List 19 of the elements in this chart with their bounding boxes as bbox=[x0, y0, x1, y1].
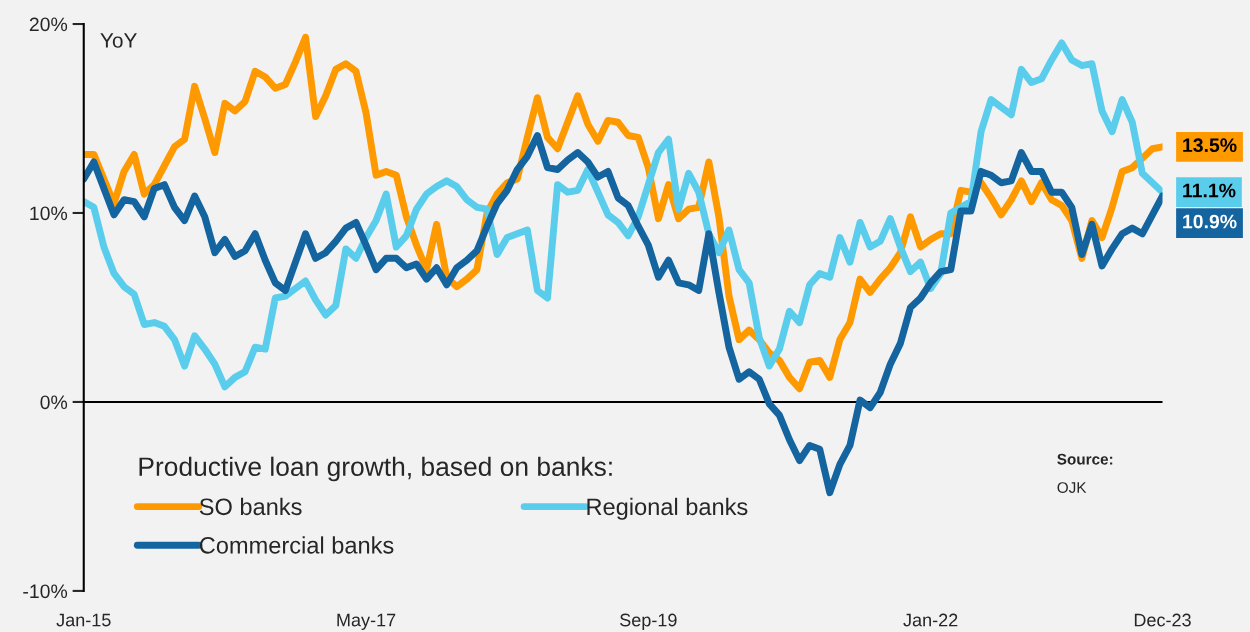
data-label: 13.5% bbox=[1183, 138, 1237, 153]
x-tick-label: Dec-23 bbox=[1134, 613, 1191, 627]
y-axis-title: YoY bbox=[100, 33, 137, 48]
x-tick-label: Jan-22 bbox=[903, 613, 958, 627]
y-tick-label: 0% bbox=[40, 395, 68, 410]
legend-title: Productive loan growth, based on banks: bbox=[139, 456, 612, 482]
y-tick-label: 20% bbox=[29, 17, 68, 32]
y-tick-label: -10% bbox=[23, 584, 68, 599]
legend-label: Commercial banks bbox=[199, 536, 394, 554]
data-label: 11.1% bbox=[1183, 183, 1236, 198]
x-tick-label: May-17 bbox=[337, 613, 396, 630]
legend-label: Regional banks bbox=[587, 497, 748, 520]
annotation: Source: bbox=[1057, 453, 1113, 465]
x-tick-label: Jan-15 bbox=[56, 613, 111, 627]
data-label: 10.9% bbox=[1183, 214, 1237, 229]
annotation: OJK bbox=[1057, 482, 1087, 493]
x-tick-label: Sep-19 bbox=[620, 613, 677, 630]
legend-label: SO banks bbox=[199, 497, 302, 516]
y-tick-label: 10% bbox=[30, 206, 68, 221]
